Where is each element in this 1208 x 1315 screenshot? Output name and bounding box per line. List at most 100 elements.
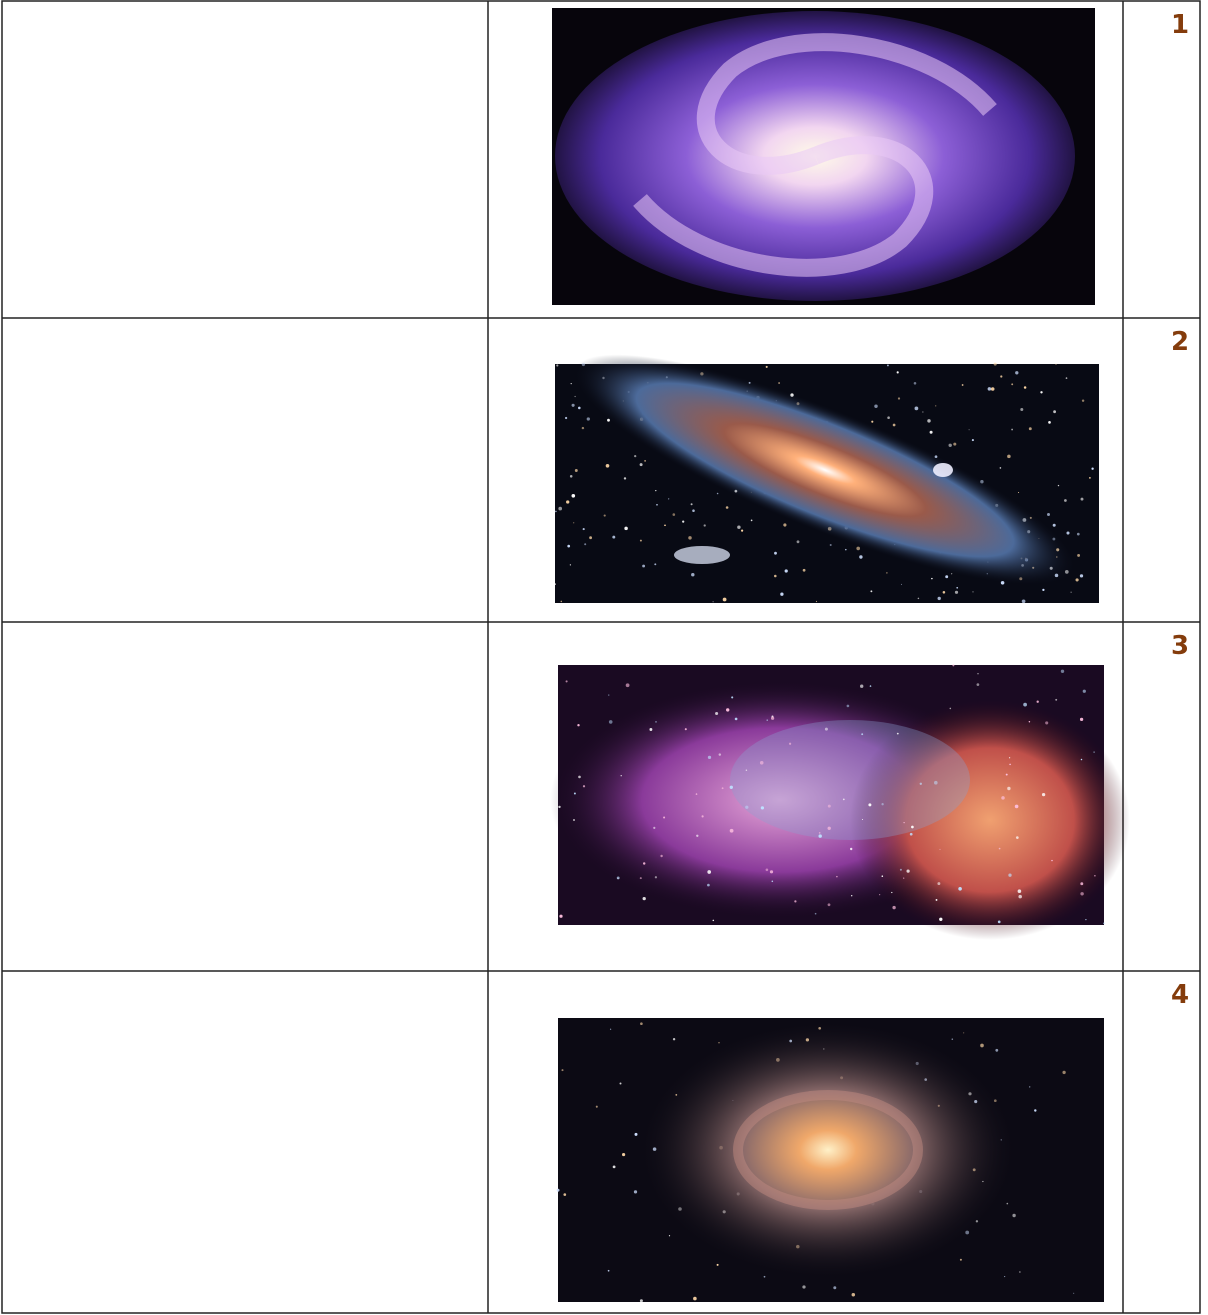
row-number: 2 xyxy=(1171,327,1189,357)
star xyxy=(713,920,715,922)
star xyxy=(764,1276,766,1278)
star xyxy=(1011,383,1013,385)
star xyxy=(563,1193,566,1196)
star xyxy=(1080,882,1083,885)
star xyxy=(696,793,698,795)
star xyxy=(847,705,850,708)
star xyxy=(935,405,936,406)
star xyxy=(1009,764,1011,766)
star xyxy=(673,1038,675,1040)
star xyxy=(574,793,576,795)
star xyxy=(770,870,773,873)
star xyxy=(722,787,724,789)
star xyxy=(1000,375,1002,377)
star xyxy=(868,803,871,806)
star xyxy=(819,832,821,834)
star xyxy=(1009,757,1010,758)
star xyxy=(1083,690,1086,693)
star xyxy=(707,870,711,874)
star xyxy=(903,822,904,823)
star xyxy=(1047,513,1050,516)
star xyxy=(1019,1271,1020,1272)
star xyxy=(862,819,863,820)
star xyxy=(1081,759,1083,761)
star xyxy=(898,397,900,399)
star xyxy=(815,913,817,915)
star xyxy=(950,708,952,710)
star xyxy=(717,493,719,495)
star xyxy=(1093,751,1094,752)
star xyxy=(1016,836,1019,839)
star xyxy=(731,696,733,698)
star xyxy=(988,387,992,391)
star xyxy=(612,536,615,539)
star xyxy=(640,540,642,542)
star xyxy=(969,429,970,430)
star xyxy=(900,869,902,871)
star xyxy=(825,728,828,731)
star xyxy=(830,544,832,546)
star xyxy=(766,366,768,368)
star xyxy=(828,827,831,830)
star xyxy=(1018,492,1019,493)
star xyxy=(688,536,691,539)
star xyxy=(622,1153,625,1156)
star xyxy=(1001,796,1005,800)
star xyxy=(693,1297,697,1301)
star xyxy=(774,552,777,555)
star xyxy=(1011,429,1013,431)
star xyxy=(783,523,786,526)
star xyxy=(617,876,620,879)
galaxy xyxy=(638,1020,1018,1280)
star xyxy=(624,477,626,479)
star xyxy=(587,417,590,420)
star xyxy=(624,527,628,531)
star xyxy=(1029,427,1032,430)
star xyxy=(596,1106,598,1108)
star xyxy=(881,803,883,805)
star xyxy=(668,498,669,499)
star xyxy=(952,1038,954,1040)
star xyxy=(761,806,764,809)
star xyxy=(608,695,609,696)
star xyxy=(717,1264,719,1266)
star xyxy=(640,877,642,879)
star xyxy=(1082,399,1084,401)
star xyxy=(730,786,733,789)
star xyxy=(1051,860,1052,861)
star xyxy=(960,1259,962,1261)
star xyxy=(991,387,995,391)
star xyxy=(977,673,978,674)
star xyxy=(1085,919,1086,920)
spiral-galaxy-image xyxy=(552,8,1095,305)
star xyxy=(573,522,574,523)
star xyxy=(726,708,729,711)
star xyxy=(882,875,884,877)
worksheet-table: 1234 xyxy=(0,0,1208,1315)
star xyxy=(1058,485,1059,486)
star xyxy=(737,525,740,528)
star xyxy=(1045,721,1048,724)
star xyxy=(930,431,933,434)
star xyxy=(572,404,575,407)
star xyxy=(856,547,860,551)
star xyxy=(1007,787,1010,790)
star xyxy=(1008,874,1011,877)
row-number: 4 xyxy=(1171,980,1189,1010)
star xyxy=(626,683,630,687)
star xyxy=(691,503,693,505)
star xyxy=(851,895,852,896)
star xyxy=(892,906,895,909)
star xyxy=(649,728,652,731)
star xyxy=(870,590,872,592)
star xyxy=(1022,599,1026,603)
star xyxy=(1073,1293,1074,1294)
star xyxy=(1103,923,1105,925)
star xyxy=(583,528,585,530)
star xyxy=(949,444,952,447)
star xyxy=(735,718,738,721)
star xyxy=(1007,1203,1009,1205)
star xyxy=(655,721,656,722)
star xyxy=(643,862,645,864)
star xyxy=(938,597,941,600)
